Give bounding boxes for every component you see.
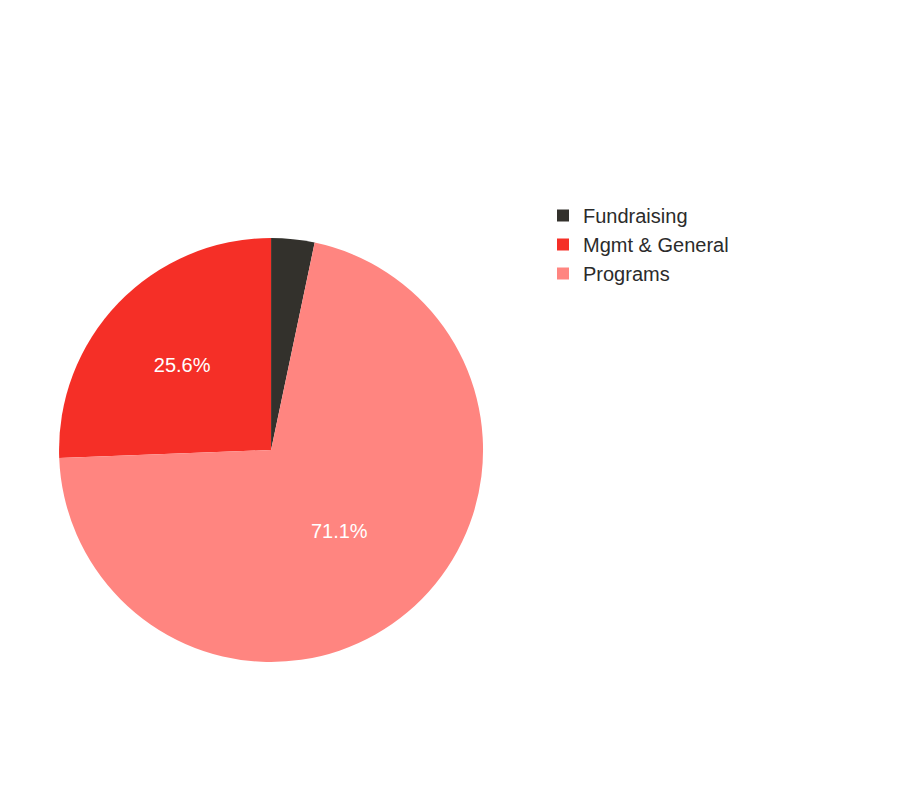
svg-text:Programs: Programs [583, 263, 670, 285]
svg-text:Fundraising: Fundraising [583, 205, 688, 227]
svg-text:71.1%: 71.1% [311, 520, 368, 542]
svg-text:Mgmt & General: Mgmt & General [583, 234, 729, 256]
svg-text:25.6%: 25.6% [154, 354, 211, 376]
